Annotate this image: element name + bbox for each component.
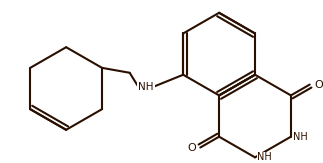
Text: NH: NH xyxy=(138,82,154,92)
Text: O: O xyxy=(187,142,196,153)
Text: O: O xyxy=(314,80,323,90)
Text: NH: NH xyxy=(257,152,272,162)
Text: NH: NH xyxy=(293,132,308,142)
